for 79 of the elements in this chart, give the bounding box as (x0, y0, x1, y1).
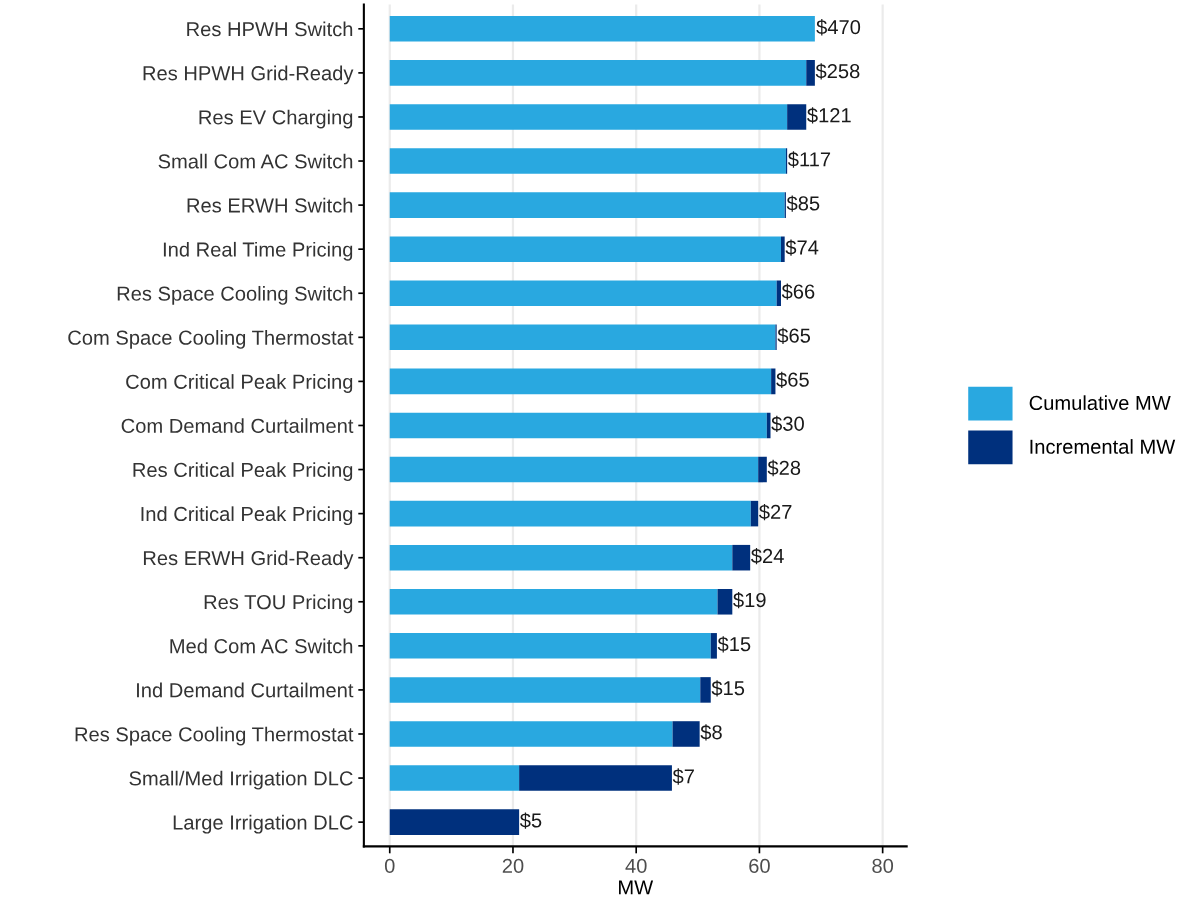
annotation: $8 (700, 724, 722, 741)
y-tick-label: Res Space Cooling Switch (117, 285, 353, 305)
bar (389, 368, 772, 395)
legend-label: Incremental MW (1030, 439, 1176, 454)
annotation: $66 (781, 283, 815, 300)
bar (780, 236, 785, 262)
annotation: $470 (816, 19, 861, 36)
y-tick-label: Ind Real Time Pricing (163, 241, 353, 261)
bar (389, 500, 751, 527)
bar (389, 104, 788, 130)
y-tick-label: Com Space Cooling Thermostat (68, 330, 354, 349)
bar (776, 280, 781, 307)
x-tick-label: 80 (872, 858, 894, 873)
bar (700, 677, 711, 703)
bar (732, 544, 751, 571)
y-tick-label: Res ERWH Grid-Ready (143, 550, 354, 570)
bar (389, 16, 815, 42)
bar (672, 721, 700, 747)
bar (389, 588, 718, 615)
y-tick-label: Med Com AC Switch (170, 638, 353, 654)
y-tick-label: Com Critical Peak Pricing (126, 374, 353, 393)
y-tick-label: Small/Med Irrigation DLC (129, 770, 353, 790)
bar (766, 412, 771, 439)
y-tick-label: Large Irrigation DLC (173, 814, 353, 834)
bar (389, 677, 701, 703)
annotation: $85 (786, 195, 820, 212)
annotation: $7 (672, 768, 694, 785)
x-tick-label: 20 (502, 858, 524, 873)
y-tick-label: Ind Critical Peak Pricing (141, 506, 353, 526)
annotation: $258 (815, 63, 860, 80)
bar (806, 60, 815, 86)
y-tick-label: Res TOU Pricing (204, 594, 353, 614)
y-tick-label: Small Com AC Switch (158, 153, 353, 169)
bar (758, 456, 767, 483)
annotation: $28 (767, 459, 801, 477)
bar (389, 765, 520, 791)
annotation: $121 (807, 107, 851, 124)
annotation: $27 (759, 503, 792, 521)
bar (389, 148, 786, 174)
annotation: $30 (771, 415, 804, 433)
bar (750, 500, 759, 527)
bar (710, 633, 717, 659)
annotation: $19 (733, 592, 766, 609)
annotation: $65 (776, 371, 809, 389)
bar (389, 809, 520, 835)
y-tick-label: Com Demand Curtailment (121, 418, 354, 433)
bar (389, 544, 733, 571)
x-tick-label: 40 (625, 858, 647, 873)
bar (389, 633, 711, 659)
bar (389, 412, 767, 439)
y-tick-label: Res Critical Peak Pricing (133, 462, 353, 482)
bar (389, 324, 776, 351)
bar (389, 236, 781, 262)
bar (389, 456, 759, 483)
y-tick-label: Ind Demand Curtailment (137, 682, 354, 698)
y-tick-label: Res ERWH Switch (187, 197, 353, 213)
bar (771, 368, 776, 395)
bar (389, 721, 673, 747)
x-tick-label: 60 (749, 858, 770, 873)
y-tick-label: Res Space Cooling Thermostat (75, 726, 354, 746)
y-tick-label: Res EV Charging (199, 109, 353, 129)
annotation: $24 (751, 547, 784, 565)
annotation: $74 (785, 239, 819, 256)
x-tick-label: 0 (384, 858, 395, 873)
annotation: $15 (717, 636, 751, 653)
bar (519, 765, 672, 791)
bar (787, 104, 807, 130)
annotation: $117 (787, 151, 831, 168)
annotation: $65 (777, 327, 811, 344)
legend-label: Cumulative MW (1029, 395, 1171, 411)
annotation: $5 (519, 812, 542, 829)
x-axis-title: MW (619, 880, 654, 895)
bar (389, 280, 777, 307)
bar (389, 60, 807, 86)
bar (717, 588, 733, 615)
y-tick-label: Res HPWH Grid-Ready (143, 65, 354, 85)
y-tick-label: Res HPWH Switch (187, 21, 353, 37)
bar (389, 192, 785, 218)
annotation: $15 (711, 680, 745, 697)
